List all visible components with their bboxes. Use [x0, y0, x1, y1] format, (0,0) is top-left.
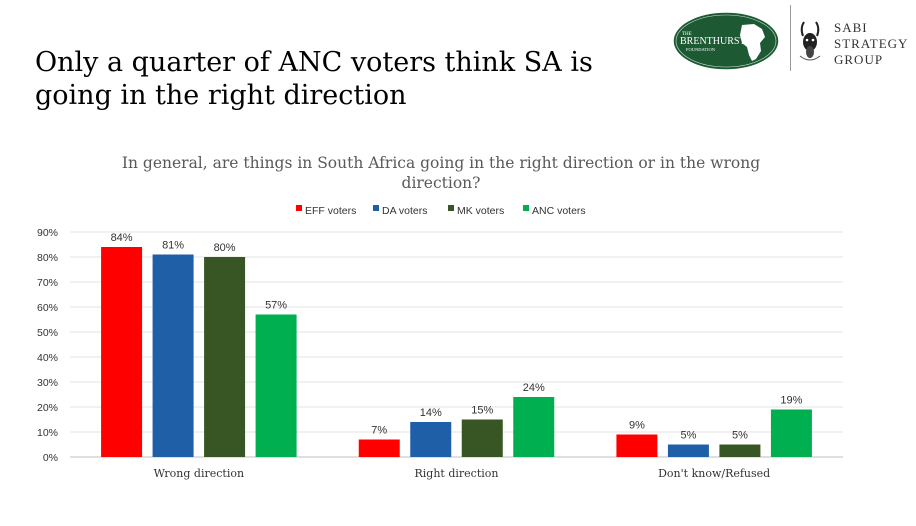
brenthurst-logo-foundation: FOUNDATION	[686, 47, 716, 52]
brenthurst-logo-the: THE	[682, 32, 692, 37]
brenthurst-logo-name: BRENTHURST	[680, 36, 746, 47]
legend-swatch	[448, 205, 454, 211]
y-tick-label: 40%	[37, 352, 58, 364]
bar	[719, 444, 761, 457]
legend-label: DA voters	[382, 205, 428, 217]
data-label: 19%	[780, 395, 802, 407]
bar	[410, 422, 452, 457]
chart-title-line: In general, are things in South Africa g…	[122, 154, 760, 172]
data-label: 57%	[265, 300, 287, 312]
data-label: 84%	[111, 232, 133, 244]
y-tick-label: 80%	[37, 252, 58, 264]
legend-label: ANC voters	[532, 205, 586, 217]
bar	[616, 434, 658, 457]
bar	[204, 257, 246, 457]
x-category-label: Right direction	[415, 467, 499, 480]
bar	[667, 444, 709, 457]
data-label: 14%	[420, 407, 442, 419]
sabi-antelope-icon	[799, 21, 821, 61]
y-tick-label: 60%	[37, 302, 58, 314]
africa-map-icon	[740, 24, 765, 61]
data-label: 81%	[162, 240, 184, 252]
x-category-label: Don't know/Refused	[658, 467, 770, 480]
data-label: 24%	[523, 382, 545, 394]
bar	[513, 397, 555, 457]
legend-label: MK voters	[457, 205, 504, 217]
bar	[770, 409, 812, 457]
legend-label: EFF voters	[305, 205, 356, 217]
bar	[461, 419, 503, 457]
y-tick-label: 30%	[37, 377, 58, 389]
data-label: 7%	[371, 425, 387, 437]
legend-swatch	[296, 205, 302, 211]
logo-divider	[790, 5, 791, 71]
data-label: 9%	[629, 420, 645, 432]
y-tick-label: 0%	[43, 452, 58, 464]
y-tick-label: 50%	[37, 327, 58, 339]
slide-title: Only a quarter of ANC voters think SA is…	[35, 47, 593, 111]
y-tick-label: 90%	[37, 227, 58, 239]
sabi-logo-text: SABI STRATEGY GROUP	[834, 20, 908, 68]
y-tick-label: 20%	[37, 402, 58, 414]
bar	[358, 439, 400, 457]
x-category-label: Wrong direction	[154, 467, 244, 480]
data-label: 80%	[214, 242, 236, 254]
sabi-logo-line3: GROUP	[834, 52, 884, 67]
bar	[255, 314, 297, 457]
y-tick-label: 10%	[37, 427, 58, 439]
data-label: 5%	[680, 430, 696, 442]
sabi-logo-line2: STRATEGY	[834, 36, 909, 51]
chart-title-line: direction?	[402, 174, 481, 192]
bar	[152, 254, 194, 457]
data-label: 15%	[471, 405, 493, 417]
y-tick-label: 70%	[37, 277, 58, 289]
sabi-logo-line1: SABI	[834, 20, 868, 35]
legend-swatch	[523, 205, 529, 211]
bar	[101, 247, 143, 457]
data-label: 5%	[732, 430, 748, 442]
brenthurst-logo: THE BRENTHURST FOUNDATION	[672, 11, 780, 71]
legend-swatch	[373, 205, 379, 211]
